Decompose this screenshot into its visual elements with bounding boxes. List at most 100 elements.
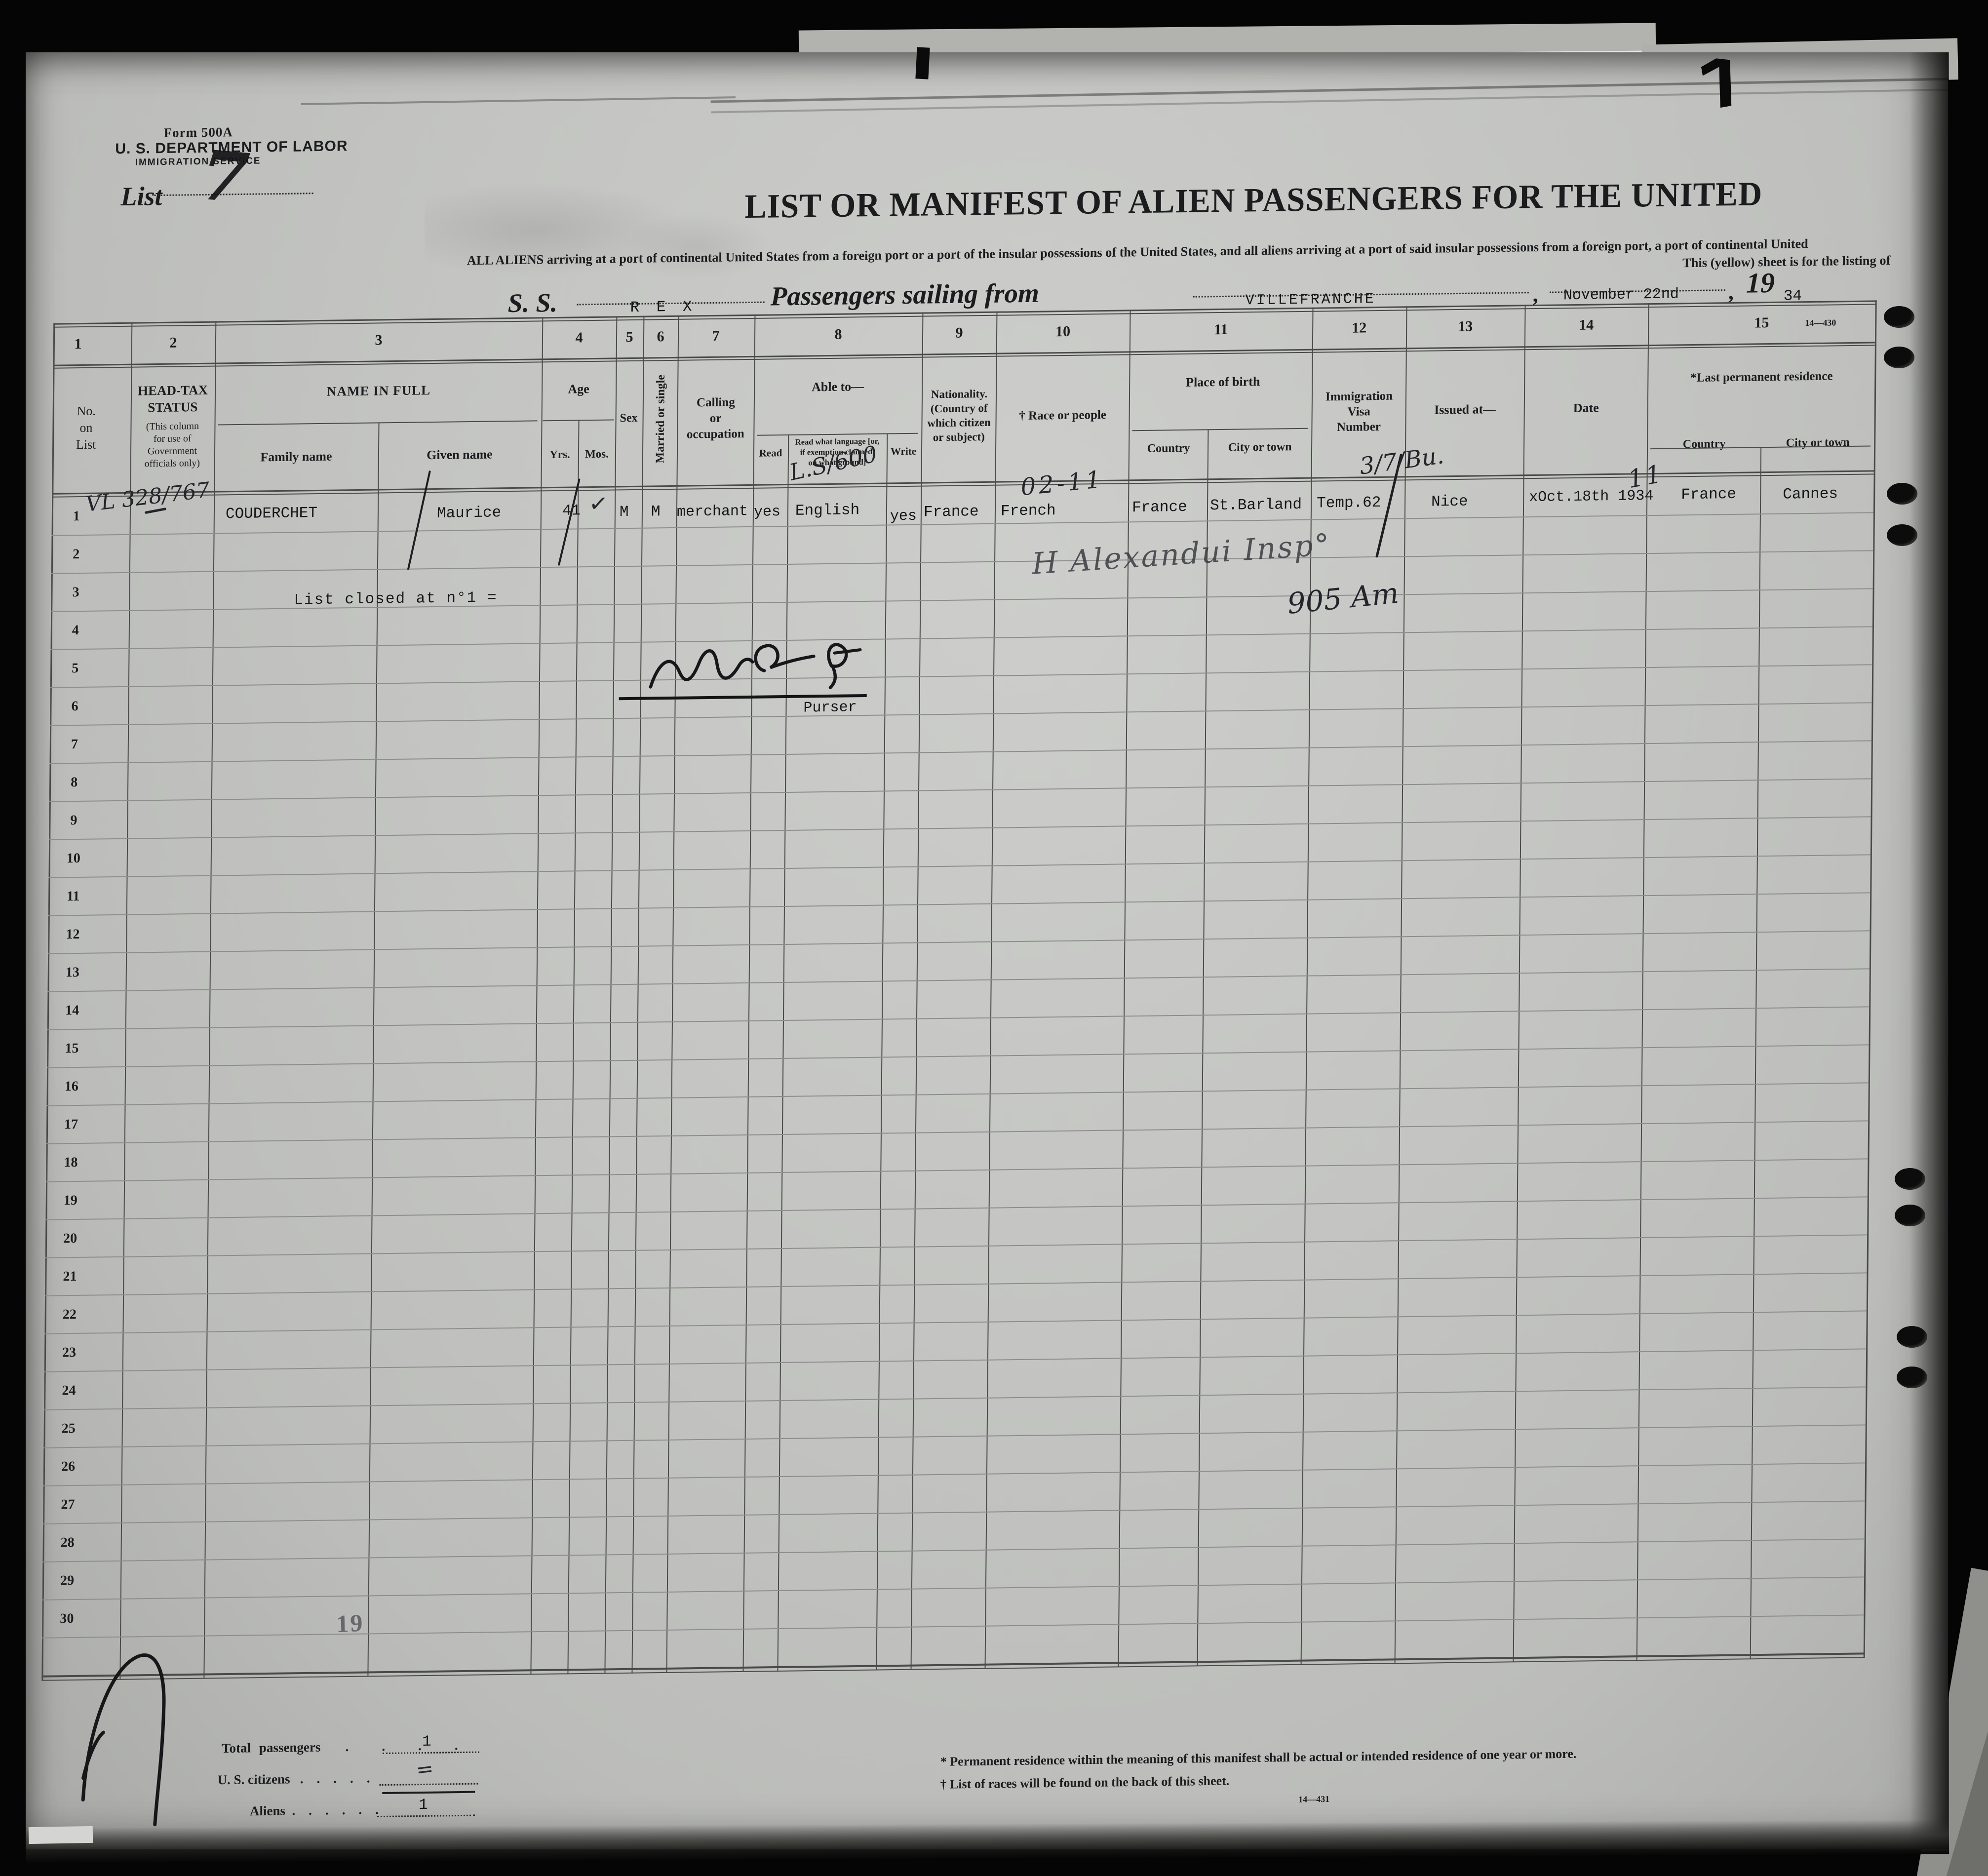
table-row-line [50,664,1872,688]
table-row-line [47,1006,1870,1030]
inspector-signature: H Alexandui Insp° [1031,527,1332,582]
row-number: 6 [71,699,78,714]
cell-married: M [651,503,661,521]
punch-hole [1884,306,1914,328]
table-vertical-line [777,434,789,1672]
cell-read-language: English [795,502,860,520]
header-issued-at: Issued at— [1434,402,1496,417]
sailing-date: November 22nd [1563,286,1679,305]
totals-citizens-line2 [382,1791,475,1794]
header-name-in-full: NAME IN FULL [326,383,431,399]
totals-citizens-dots: . . . . . [300,1770,370,1787]
table-vertical-line [367,422,380,1677]
date-comma: , [1728,279,1734,305]
header-mos: Mos. [585,447,609,461]
table-row-line [46,1082,1869,1106]
table-vertical-line [604,316,618,1674]
row-number: 18 [64,1154,78,1171]
cell-birth-city: St.Barland [1209,496,1302,515]
table-row-line [43,1424,1866,1448]
table-row-line [44,1348,1867,1372]
table-vertical-line [984,311,998,1669]
table-vertical-line [1394,306,1407,1664]
form-code-bottom: 14—431 [1298,1794,1330,1804]
table-row-line [48,930,1870,954]
punch-hole [1895,1205,1925,1226]
bottom-left-pen-loop [81,1653,166,1827]
table-row-line [44,1310,1867,1334]
handwritten-issued-note: 3/7/Bu. [1358,442,1445,480]
header-write: Write [890,445,917,458]
row-number: 29 [60,1572,75,1589]
footnote-races: † List of races will be found on the bac… [940,1773,1230,1792]
row-number: 15 [65,1040,79,1056]
row-number: 27 [61,1496,75,1513]
col-num-12: 12 [1352,319,1367,336]
col-num-9: 9 [955,324,963,341]
inspector-time: 905 Am [1286,576,1400,621]
row-number: 5 [72,661,79,676]
table-row-line [49,816,1871,840]
cell-issued-at: Nice [1431,493,1468,511]
col-num-2: 2 [169,334,177,351]
header-able-to: Able to— [811,379,864,394]
table-row-line [43,1500,1865,1524]
col-num-15: 15 [1754,314,1769,331]
table-row-line [47,968,1870,992]
header-family-name: Family name [260,449,332,465]
table-row-line [42,1538,1865,1563]
row-number: 23 [62,1344,77,1361]
year-printed: 19 [1746,266,1775,299]
col-num-6: 6 [657,328,664,345]
row-number: 19 [63,1192,78,1209]
pen-slash-1 [407,470,431,570]
table-row-line [42,1576,1865,1601]
table-row-line [44,1386,1866,1410]
subtitle-line2: This (yellow) sheet is for the listing o… [1682,252,1891,271]
table-vertical-line [203,321,217,1679]
header-head-tax: HEAD-TAX STATUS [137,382,208,415]
totals-aliens-label: Aliens . . . . . . [250,1802,379,1819]
list-closed-note: List closed at n°1 = [294,589,498,609]
col-num-3: 3 [375,332,383,349]
table-vertical-line [876,433,888,1670]
table-row-line [51,550,1873,574]
table-vertical-line [1197,429,1209,1666]
header-married-or-single: Married or single [654,374,667,464]
purser-title: Purser [803,699,857,717]
cell-family-name: COUDERCHET [225,504,318,523]
header-visa-number: Immigration Visa Number [1325,389,1393,434]
row-number: 30 [60,1610,74,1627]
col-num-11: 11 [1213,321,1228,338]
table-row-line [47,1044,1869,1068]
table-vertical-line [1513,305,1526,1662]
table-vertical-line [1863,300,1877,1658]
table-row-line [50,626,1872,650]
cell-visa-number: Temp.62 [1316,494,1381,512]
col-num-5: 5 [625,328,633,346]
row-number: 10 [66,850,80,866]
cell-residence-city: Cannes [1783,485,1838,504]
col-num-13: 13 [1458,318,1473,335]
cell-birth-country: France [1131,498,1187,517]
header-birth-country: Country [1147,441,1190,455]
table-row-line [45,1234,1868,1258]
header-birth-city: City or town [1228,440,1292,454]
totals-citizens-line [379,1783,478,1786]
table-row-line [48,892,1871,916]
page-title: LIST OR MANIFEST OF ALIEN PASSENGERS FOR… [744,175,1763,226]
row-number: 8 [71,775,78,790]
punch-hole [1887,524,1917,546]
col-num-8: 8 [834,326,842,343]
table-row-line [50,702,1872,726]
table-horizontal-rule [53,342,1876,366]
row-number: 16 [64,1078,78,1094]
header-date: Date [1573,400,1599,416]
header-head-tax-note: (This column for use of Government offic… [144,421,200,469]
totals-aliens-dots: . . . . . . [292,1802,379,1818]
header-nationality: Nationality. (Country of which citizen o… [927,387,991,444]
header-yrs: Yrs. [549,448,570,461]
sailing-from-text: Passengers sailing from [770,277,1040,312]
